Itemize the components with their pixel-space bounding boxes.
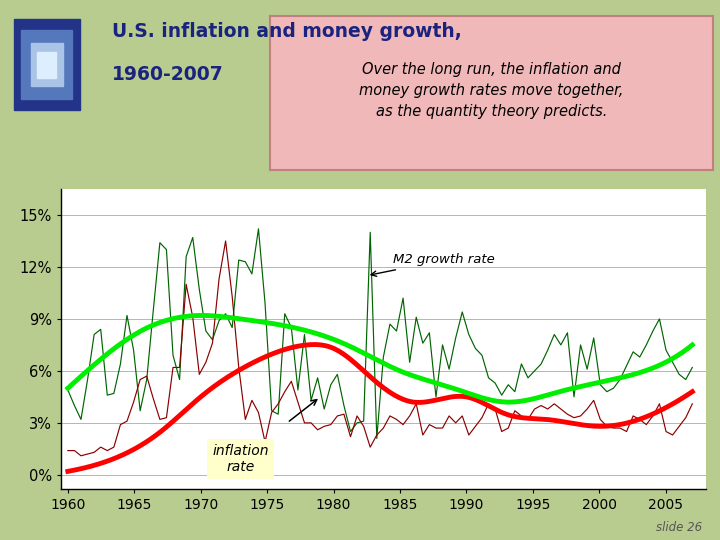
Text: 1960-2007: 1960-2007 bbox=[112, 65, 223, 84]
Text: inflation
rate: inflation rate bbox=[212, 444, 269, 474]
Bar bbox=[31, 43, 63, 86]
Bar bbox=[14, 19, 80, 110]
Bar bbox=[37, 52, 56, 78]
Text: U.S. inflation and money growth,: U.S. inflation and money growth, bbox=[112, 22, 462, 40]
Text: Over the long run, the inflation and
money growth rates move together,
as the qu: Over the long run, the inflation and mon… bbox=[359, 62, 624, 119]
Bar bbox=[22, 30, 72, 99]
Text: slide 26: slide 26 bbox=[656, 521, 702, 534]
Text: M2 growth rate: M2 growth rate bbox=[371, 253, 495, 276]
